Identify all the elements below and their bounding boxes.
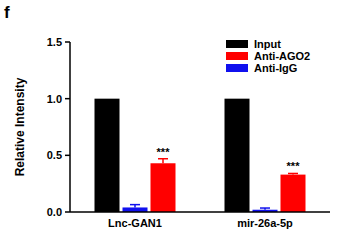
plot-marks [95, 99, 306, 212]
y-axis [69, 42, 71, 212]
bar [151, 163, 176, 212]
error-cap [158, 158, 168, 160]
y-tick-label: 0.5 [47, 149, 62, 161]
panel-label: f [4, 3, 10, 22]
x-axis [70, 211, 330, 213]
legend-label: Anti-IgG [254, 62, 297, 74]
x-tick-label: Lnc-GAN1 [108, 217, 162, 229]
legend-swatch [226, 64, 248, 72]
bar [225, 99, 250, 212]
y-tick-label: 1.5 [47, 36, 62, 48]
bar [95, 99, 120, 212]
y-tick-label: 1.0 [47, 93, 62, 105]
y-axis-label: Relative Intensity [13, 77, 27, 176]
legend-label: Input [254, 38, 281, 50]
error-cap [288, 173, 298, 175]
bar [281, 175, 306, 212]
error-cap [260, 207, 270, 209]
x-tick-label: mir-26a-5p [237, 217, 293, 229]
legend-label: Anti-AGO2 [254, 50, 310, 62]
legend-swatch [226, 40, 248, 48]
error-cap [130, 204, 140, 206]
chart: f Relative Intensity 0.0 0.5 1.0 1.5 Lnc-GAN1 m… [0, 0, 350, 240]
significance: *** [157, 146, 171, 158]
legend-swatch [226, 52, 248, 60]
y-tick-label: 0.0 [47, 206, 62, 218]
significance: *** [287, 160, 301, 172]
